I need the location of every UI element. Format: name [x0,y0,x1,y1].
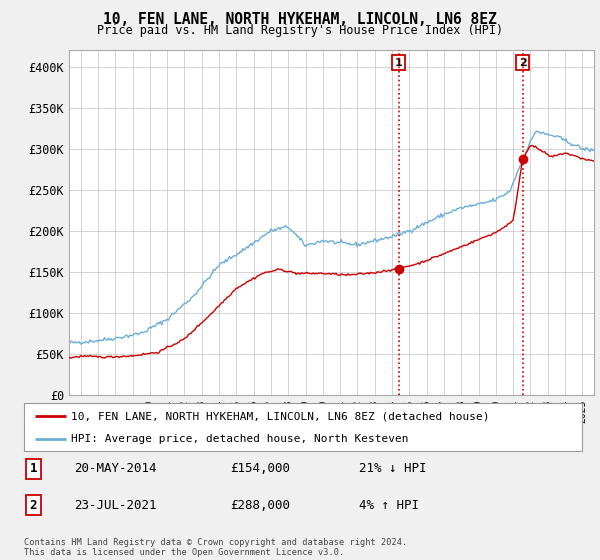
Text: £154,000: £154,000 [230,463,290,475]
Text: £288,000: £288,000 [230,499,290,512]
Text: Price paid vs. HM Land Registry's House Price Index (HPI): Price paid vs. HM Land Registry's House … [97,24,503,36]
Text: 10, FEN LANE, NORTH HYKEHAM, LINCOLN, LN6 8EZ: 10, FEN LANE, NORTH HYKEHAM, LINCOLN, LN… [103,12,497,27]
Text: 2: 2 [519,58,527,68]
Text: 1: 1 [395,58,403,68]
Text: Contains HM Land Registry data © Crown copyright and database right 2024.
This d: Contains HM Land Registry data © Crown c… [24,538,407,557]
Text: 23-JUL-2021: 23-JUL-2021 [74,499,157,512]
Text: HPI: Average price, detached house, North Kesteven: HPI: Average price, detached house, Nort… [71,434,409,444]
Text: 1: 1 [29,463,37,475]
Text: 10, FEN LANE, NORTH HYKEHAM, LINCOLN, LN6 8EZ (detached house): 10, FEN LANE, NORTH HYKEHAM, LINCOLN, LN… [71,411,490,421]
Text: 2: 2 [29,499,37,512]
Text: 21% ↓ HPI: 21% ↓ HPI [359,463,426,475]
Text: 4% ↑ HPI: 4% ↑ HPI [359,499,419,512]
Text: 20-MAY-2014: 20-MAY-2014 [74,463,157,475]
